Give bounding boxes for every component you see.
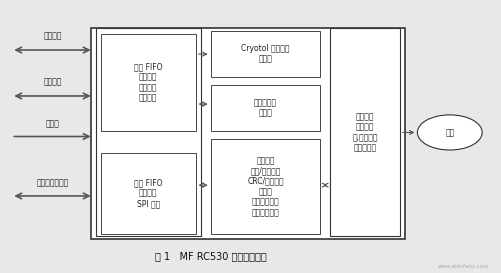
FancyBboxPatch shape [210,31,320,77]
Text: 地址总线: 地址总线 [44,78,62,87]
Text: 地址和数据总线: 地址和数据总线 [37,179,69,188]
Text: 数据处理
并行/串行转换
CRC/奇偶产生
与检测
帧产生与检测
位编码与译码: 数据处理 并行/串行转换 CRC/奇偶产生 与检测 帧产生与检测 位编码与译码 [247,156,284,217]
Text: Cryotol 安全密钥
存储器: Cryotol 安全密钥 存储器 [241,44,290,64]
Text: 带有 FIFO
缓冲器的
并行微控
制器接口: 带有 FIFO 缓冲器的 并行微控 制器接口 [134,62,163,103]
FancyBboxPatch shape [210,85,320,131]
Text: 数据总线: 数据总线 [44,32,62,41]
Text: 带有 FIFO
缓冲器的
SPI 接口: 带有 FIFO 缓冲器的 SPI 接口 [134,178,163,208]
Text: www.elecfans.com: www.elecfans.com [438,264,489,269]
Circle shape [417,115,482,150]
Text: 天线: 天线 [445,128,454,137]
Text: 模拟电路
集成有解
调,位译码、
输出驱动器: 模拟电路 集成有解 调,位译码、 输出驱动器 [352,112,378,153]
Text: 状态和控制
寄存器: 状态和控制 寄存器 [254,99,277,118]
FancyBboxPatch shape [101,153,196,234]
FancyBboxPatch shape [91,28,405,239]
Text: 图 1   MF RC530 内部结构框图: 图 1 MF RC530 内部结构框图 [155,251,267,261]
FancyBboxPatch shape [330,28,400,236]
FancyBboxPatch shape [210,139,320,234]
Text: 控制线: 控制线 [46,119,60,128]
FancyBboxPatch shape [101,34,196,131]
FancyBboxPatch shape [96,28,201,236]
